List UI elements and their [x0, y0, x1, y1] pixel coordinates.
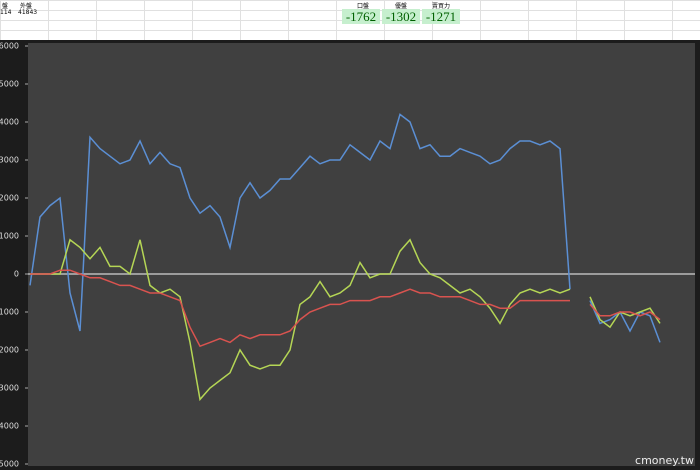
cell: 114	[0, 9, 12, 16]
y-tick-label: 3000	[0, 156, 19, 165]
cell: 優盤	[395, 3, 408, 10]
y-tick-label: 6000	[0, 42, 19, 51]
y-tick-label: -2000	[0, 346, 19, 355]
chart: cmoney.tw -5000 -4000 -3000 -2000 -1000 0 1000…	[0, 40, 700, 470]
sheet: 盤 外盤 114 41843 口盤 優盤 賣買力 -1762 -1302 -12…	[0, 0, 700, 40]
y-tick-label: 0	[14, 270, 19, 279]
y-tick-label: -4000	[0, 422, 19, 431]
y-tick-label: 5000	[0, 80, 19, 89]
cell-value: -1271	[422, 9, 460, 24]
series-line	[29, 113, 661, 343]
plot-area	[28, 43, 695, 466]
y-tick-label: 4000	[0, 118, 19, 127]
cell: 外盤	[20, 3, 33, 10]
y-tick-label: 2000	[0, 194, 19, 203]
y-tick-label: -1000	[0, 308, 19, 317]
y-tick-label: 1000	[0, 232, 19, 241]
y-tick-label: -5000	[0, 460, 19, 469]
series-line	[30, 238, 661, 402]
cell: 盤	[2, 3, 9, 10]
cell: 口盤	[357, 3, 370, 10]
series-line	[30, 269, 661, 348]
y-tick-label: -3000	[0, 384, 19, 393]
cell: 賣買力	[432, 3, 451, 10]
cell: 41843	[18, 9, 38, 16]
watermark: cmoney.tw	[635, 454, 694, 467]
cell-value: -1762	[342, 9, 380, 24]
cell-value: -1302	[382, 9, 420, 24]
